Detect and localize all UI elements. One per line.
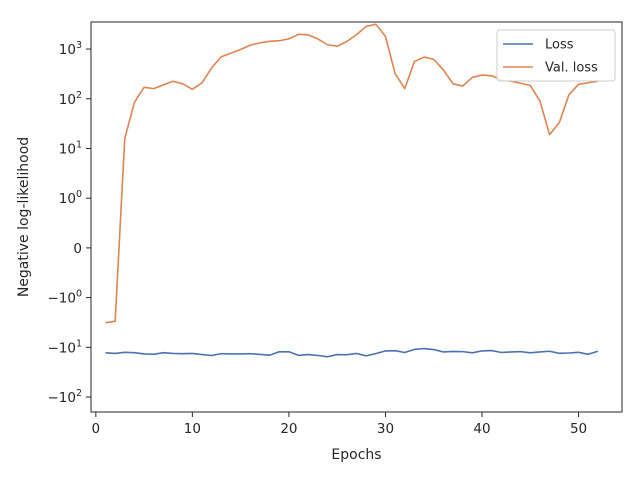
y-tick-label: −101 <box>47 338 82 356</box>
x-tick-label: 0 <box>92 421 101 437</box>
series-line-loss <box>105 347 599 358</box>
x-tick-label: 10 <box>184 421 201 437</box>
y-tick-label: 101 <box>59 139 82 157</box>
y-tick-label: 103 <box>59 40 82 58</box>
x-axis-label: Epochs <box>331 447 381 463</box>
y-tick-label: 100 <box>59 189 82 207</box>
y-tick-label: 0 <box>73 241 82 257</box>
y-tick-label: 102 <box>59 90 82 108</box>
x-axis-ticks: 0 10 20 30 40 50 <box>92 412 587 437</box>
x-tick-label: 30 <box>377 421 394 437</box>
legend: Loss Val. loss <box>496 29 616 82</box>
plot-frame <box>90 21 623 413</box>
y-axis-ticks: 103 102 101 100 0 −100 −101 −102 <box>47 40 91 406</box>
x-tick-label: 40 <box>473 421 490 437</box>
plot-background <box>91 22 622 412</box>
legend-box <box>496 29 616 82</box>
legend-label-val-loss: Val. loss <box>545 61 598 76</box>
x-tick-label: 20 <box>280 421 297 437</box>
y-axis-label: Negative log-likelihood <box>16 137 32 297</box>
x-tick-label: 50 <box>570 421 587 437</box>
legend-label-loss: Loss <box>545 38 574 53</box>
series-line-val-loss <box>105 23 598 324</box>
y-tick-label: −100 <box>47 289 82 307</box>
y-tick-label: −102 <box>47 388 82 406</box>
series-layer <box>105 23 599 358</box>
